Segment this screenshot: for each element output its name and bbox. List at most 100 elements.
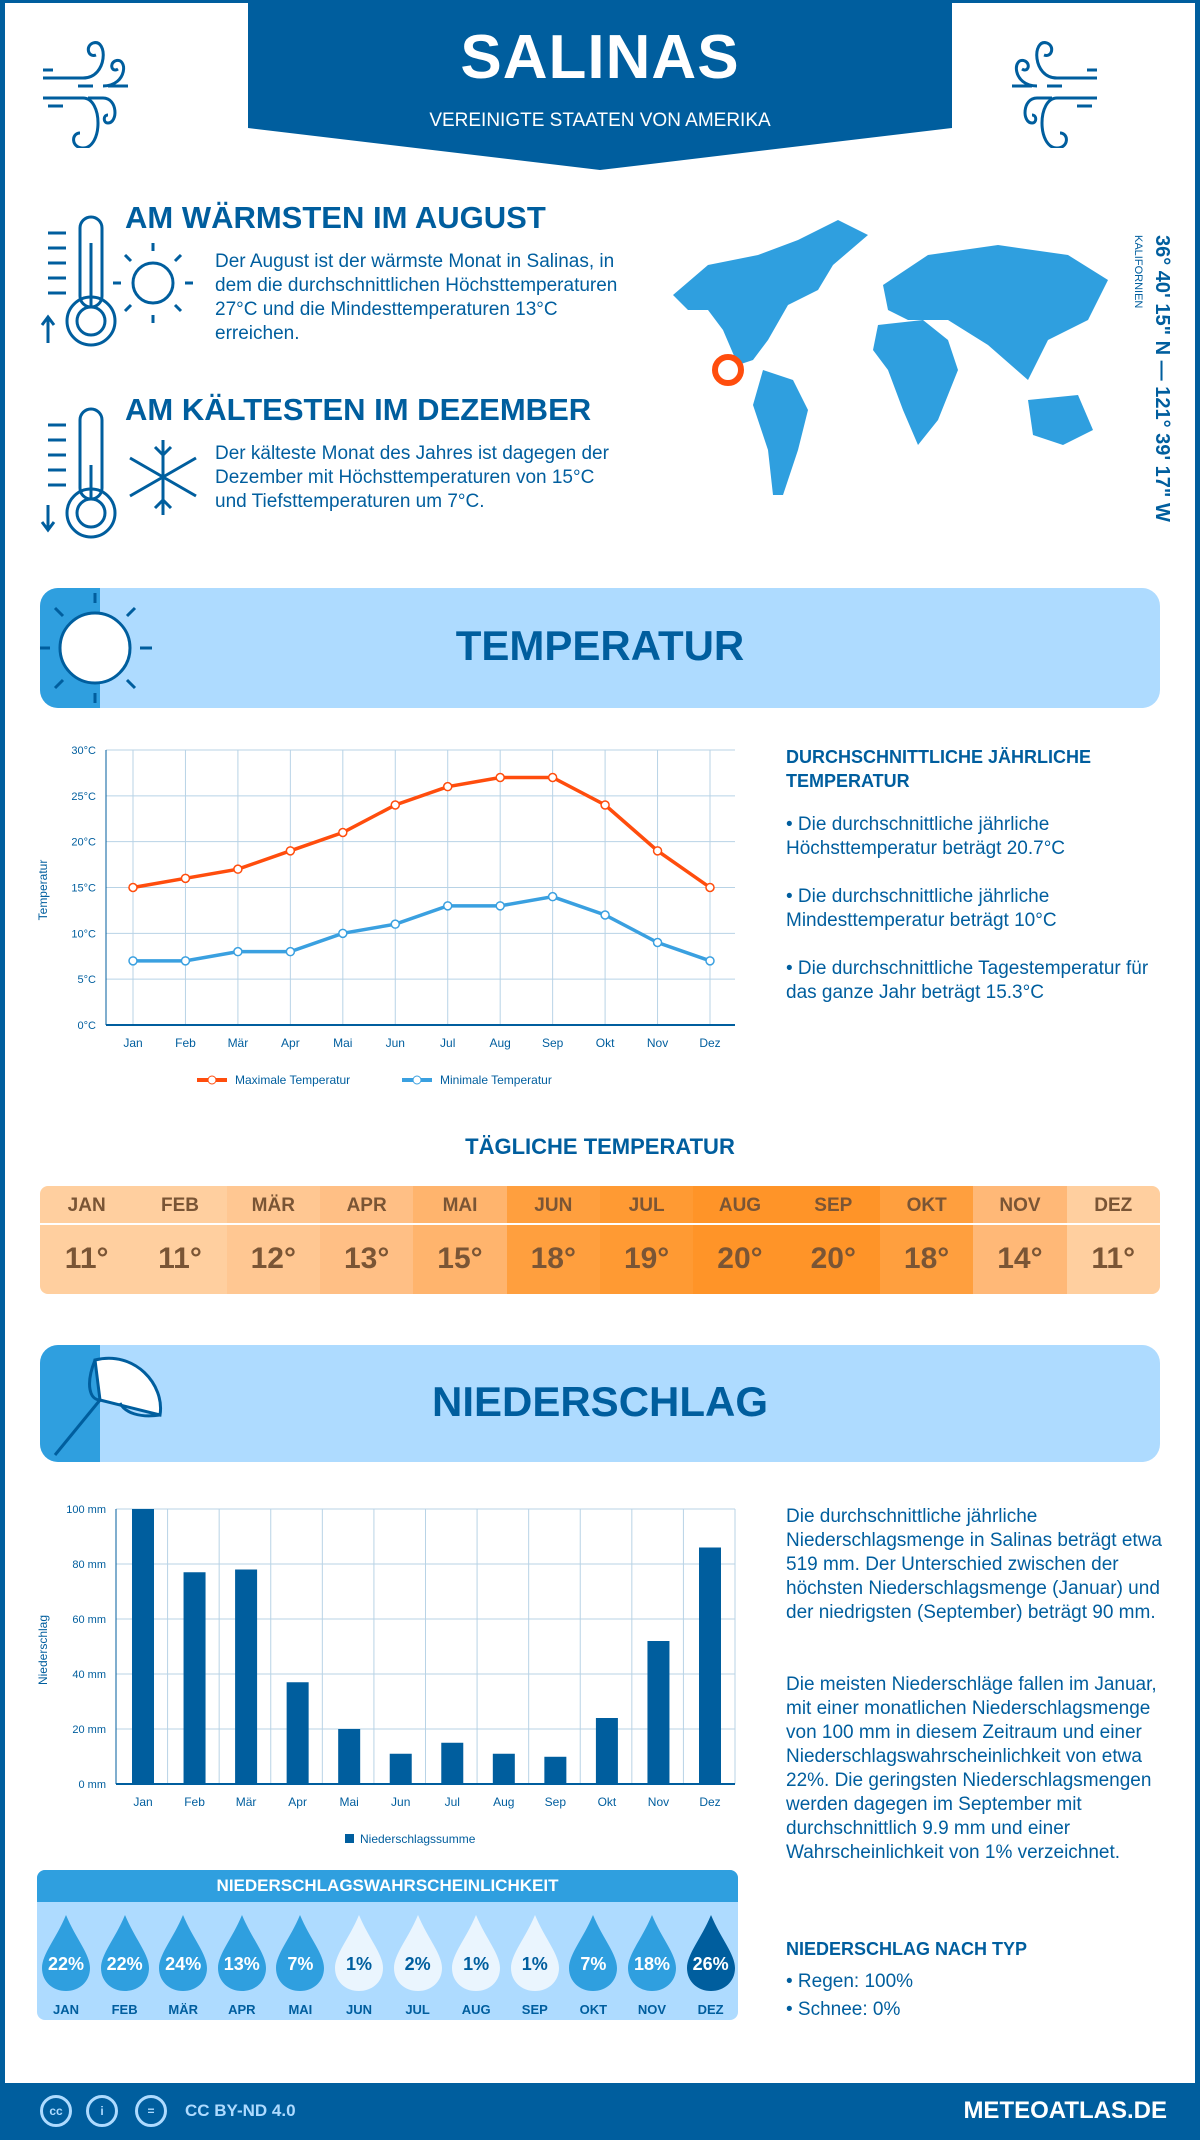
y-tick-label: 30°C	[71, 745, 96, 757]
x-tick-label: Nov	[647, 1036, 668, 1050]
x-tick-label: Jan	[123, 1036, 142, 1050]
data-point	[652, 937, 663, 948]
cc-icon: cc	[40, 2095, 72, 2127]
probability-value: 22%	[47, 1954, 85, 1974]
coldest-heading: AM KÄLTESTEN IM DEZEMBER	[125, 392, 592, 427]
precip-type-heading: NIEDERSCHLAG NACH TYP	[786, 1939, 1028, 1959]
wind-icon	[1012, 41, 1097, 148]
month-label: AUG	[461, 2002, 491, 2017]
temp-value: 20°	[717, 1242, 763, 1275]
probability-title: NIEDERSCHLAGSWAHRSCHEINLICHKEIT	[37, 1870, 738, 1902]
x-tick-label: Mai	[340, 1795, 359, 1809]
x-tick-label: Jun	[386, 1036, 405, 1050]
daily-temp-nov: NOV 14°	[973, 1186, 1067, 1294]
data-point	[233, 946, 243, 957]
x-tick-label: Okt	[598, 1795, 617, 1809]
probability-value: 13%	[223, 1954, 260, 1974]
probability-value: 7%	[580, 1954, 607, 1974]
precip-bar	[699, 1547, 721, 1784]
temp-value: 13°	[343, 1242, 390, 1275]
snow-share: • Schnee: 0%	[786, 1999, 901, 2020]
precip-bar	[338, 1729, 361, 1784]
y-tick-label: 60 mm	[72, 1614, 106, 1626]
title-banner	[248, 0, 952, 170]
month-label: FEB	[133, 1186, 227, 1225]
x-tick-label: Okt	[596, 1036, 615, 1050]
raindrop-icon	[217, 1915, 266, 1991]
month-label: JUL	[599, 1186, 694, 1225]
probability-value: 1%	[521, 1954, 548, 1974]
probability-value: 2%	[404, 1954, 431, 1974]
daily-temp-heading: TÄGLICHE TEMPERATUR	[465, 1134, 735, 1159]
y-tick-label: 5°C	[78, 974, 97, 986]
temperature-chart: 0°C 5°C 10°C 15°C 20°C 25°C 30°C Jan Feb Mär Apr Ma…	[36, 745, 735, 1087]
daily-temp-sep: SEP 20°	[786, 1186, 880, 1294]
probability-drop-jun: 1% JUN	[334, 1914, 384, 2017]
annual-max-bullet: • Die durchschnittliche jährliche Höchst…	[786, 814, 1066, 859]
data-point	[128, 882, 138, 893]
y-tick-label: 15°C	[71, 883, 96, 895]
location-marker	[712, 354, 744, 386]
precip-bar	[492, 1753, 515, 1784]
warmest-heading: AM WÄRMSTEN IM AUGUST	[125, 200, 546, 235]
precip-bar	[286, 1682, 309, 1784]
daily-temp-mär: MÄR 12°	[226, 1186, 320, 1294]
annual-temp-heading: DURCHSCHNITTLICHE JÄHRLICHE TEMPERATUR	[786, 747, 1091, 791]
y-tick-label: 0 mm	[79, 1779, 107, 1791]
raindrop-icon	[452, 1915, 501, 1991]
daily-temp-dez: DEZ 11°	[1066, 1186, 1160, 1294]
daily-temp-jul: JUL 19°	[599, 1186, 694, 1294]
daily-temp-apr: APR 13°	[319, 1186, 414, 1294]
raindrop-icon	[42, 1915, 90, 1991]
raindrop-icon	[510, 1915, 559, 1991]
data-point	[652, 846, 663, 856]
month-label: MAI	[288, 2002, 313, 2017]
x-tick-label: Sep	[545, 1795, 567, 1809]
daily-temp-okt: OKT 18°	[879, 1186, 974, 1294]
x-tick-label: Jul	[445, 1795, 460, 1809]
data-point	[442, 901, 453, 911]
probability-value: 1%	[345, 1954, 372, 1974]
probability-drop-mär: 24% MÄR	[158, 1914, 208, 2017]
x-tick-label: Aug	[490, 1036, 511, 1050]
data-point	[705, 882, 715, 893]
probability-drop-sep: 1% SEP	[510, 1914, 560, 2017]
data-point	[547, 891, 558, 902]
probability-drop-aug: 1% AUG	[451, 1914, 501, 2017]
temp-value: 14°	[997, 1242, 1043, 1275]
temperature-banner: TEMPERATUR	[40, 588, 1160, 708]
probability-value: 26%	[692, 1954, 729, 1974]
data-point	[390, 919, 401, 929]
legend-label: Niederschlagssumme	[360, 1832, 476, 1846]
site-link[interactable]: METEOATLAS.DE	[963, 2097, 1167, 2124]
month-label: OKT	[879, 1186, 974, 1225]
rain-share: • Regen: 100%	[786, 1971, 914, 1992]
coordinates: 36° 40' 15" N — 121° 39' 17" W	[1151, 235, 1173, 522]
data-point	[233, 864, 243, 874]
x-tick-label: Feb	[175, 1036, 196, 1050]
precip-bar	[595, 1718, 618, 1784]
precip-detail: Die meisten Niederschläge fallen im Janu…	[786, 1674, 1157, 1863]
coldest-text: Der kälteste Monat des Jahres ist dagege…	[215, 443, 609, 512]
temp-value: 11°	[64, 1242, 109, 1275]
data-point	[338, 928, 348, 939]
probability-value: 22%	[106, 1954, 143, 1974]
data-point	[600, 910, 610, 920]
data-point	[600, 800, 610, 810]
raindrop-icon	[686, 1915, 735, 1991]
license-label: CC BY-ND 4.0	[185, 2101, 296, 2120]
temp-value: 18°	[530, 1242, 576, 1275]
data-point	[442, 781, 453, 792]
sun-icon	[40, 593, 152, 703]
y-tick-label: 100 mm	[66, 1504, 106, 1516]
daily-temp-aug: AUG 20°	[693, 1186, 787, 1294]
x-tick-label: Nov	[648, 1795, 669, 1809]
precip-bar	[183, 1572, 206, 1784]
month-label: DEZ	[1066, 1186, 1160, 1225]
x-tick-label: Mär	[228, 1036, 249, 1050]
precipitation-banner: NIEDERSCHLAG	[40, 1345, 1160, 1462]
month-label: APR	[319, 1186, 414, 1225]
annual-min-bullet: • Die durchschnittliche jährliche Mindes…	[786, 886, 1057, 931]
no-derivatives-icon: =	[135, 2095, 167, 2127]
banner-corner	[40, 1345, 100, 1462]
